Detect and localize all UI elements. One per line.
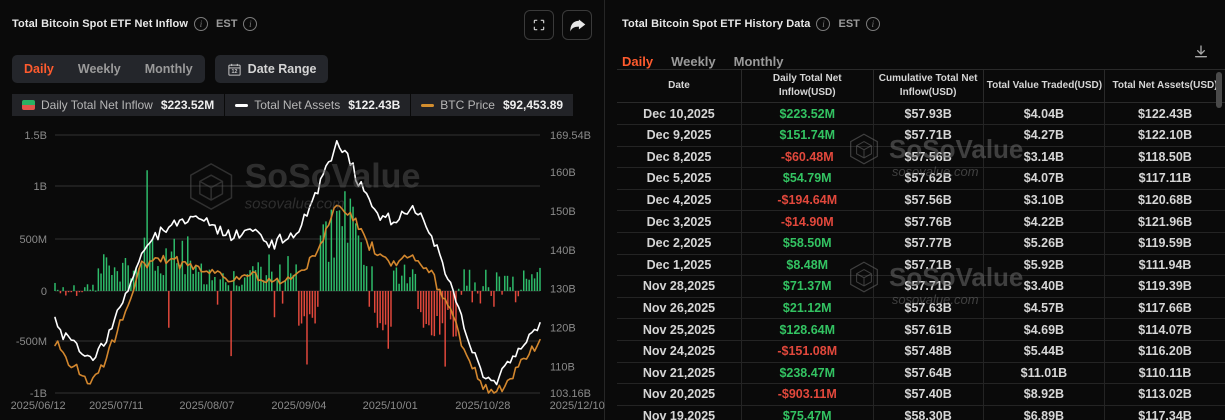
- svg-text:1B: 1B: [34, 181, 47, 193]
- svg-text:-500M: -500M: [16, 336, 47, 348]
- svg-text:120B: 120B: [550, 323, 576, 335]
- svg-text:2025/06/12: 2025/06/12: [11, 400, 66, 412]
- svg-text:103.16B: 103.16B: [550, 388, 591, 400]
- svg-text:0: 0: [41, 286, 47, 298]
- svg-text:2025/10/28: 2025/10/28: [455, 400, 510, 412]
- svg-text:2025/12/10: 2025/12/10: [550, 400, 605, 412]
- svg-text:1.5B: 1.5B: [24, 130, 47, 142]
- svg-text:110B: 110B: [550, 361, 575, 373]
- svg-text:2025/08/07: 2025/08/07: [179, 400, 234, 412]
- svg-text:150B: 150B: [550, 206, 576, 218]
- svg-text:2025/07/11: 2025/07/11: [89, 400, 143, 412]
- svg-text:160B: 160B: [550, 167, 576, 179]
- svg-text:140B: 140B: [550, 245, 576, 257]
- svg-text:169.54B: 169.54B: [550, 130, 591, 142]
- svg-text:2025/09/04: 2025/09/04: [271, 400, 326, 412]
- svg-text:500M: 500M: [19, 234, 47, 246]
- svg-text:2025/10/01: 2025/10/01: [363, 400, 418, 412]
- svg-text:130B: 130B: [550, 284, 576, 296]
- svg-text:12: 12: [231, 68, 237, 74]
- svg-text:-1B: -1B: [30, 388, 47, 400]
